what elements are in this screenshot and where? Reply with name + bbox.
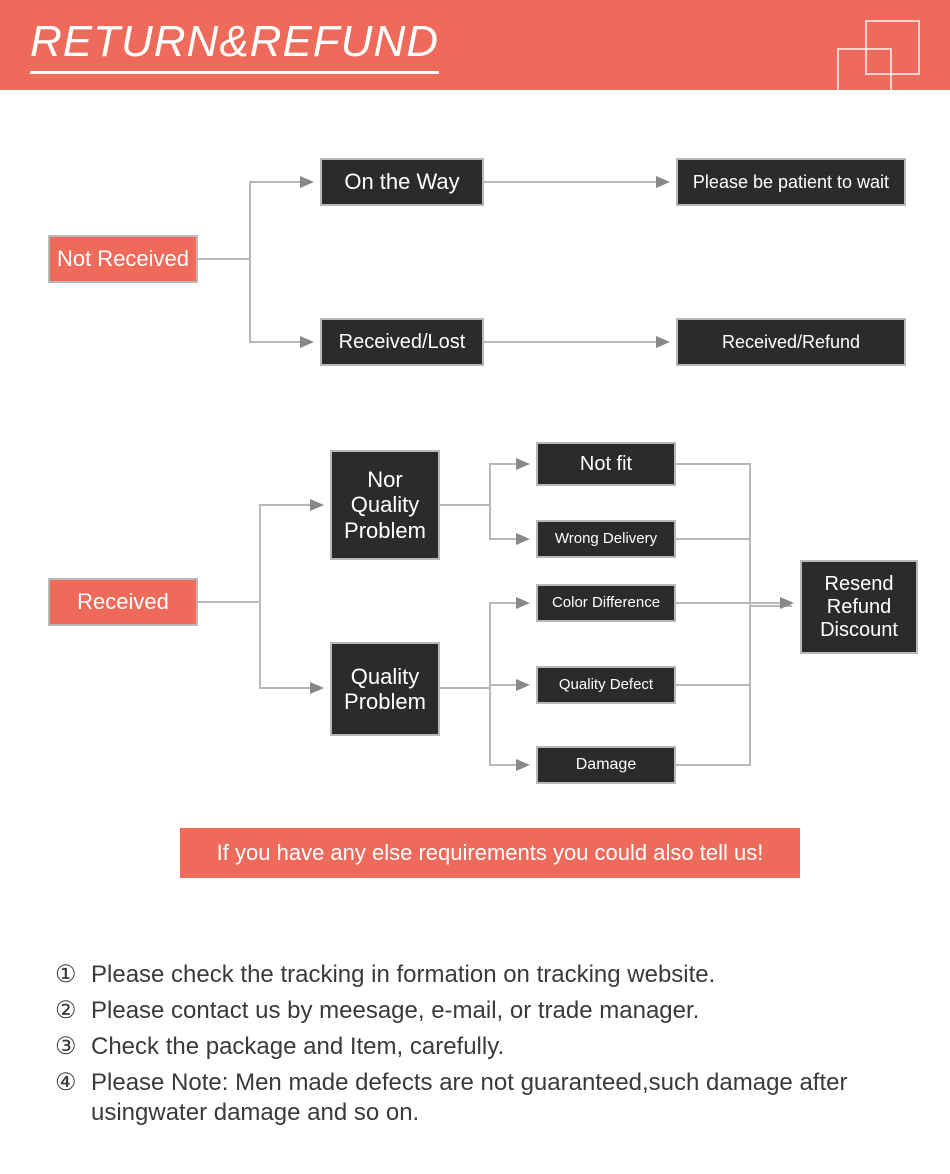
note-text: Please contact us by meesage, e-mail, or… xyxy=(91,996,905,1026)
flowchart-node-not_received: Not Received xyxy=(48,235,198,283)
flowchart-node-not_fit: Not fit xyxy=(536,442,676,486)
requirements-banner: If you have any else requirements you co… xyxy=(180,828,800,878)
flowchart-node-qual_defect: Quality Defect xyxy=(536,666,676,704)
flowchart-node-resend: Resend Refund Discount xyxy=(800,560,918,654)
flowchart-node-damage: Damage xyxy=(536,746,676,784)
note-item: ③Check the package and Item, carefully. xyxy=(55,1032,905,1062)
note-text: Please Note: Men made defects are not gu… xyxy=(91,1068,905,1128)
flowchart-node-received: Received xyxy=(48,578,198,626)
page-title: RETURN&REFUND xyxy=(30,17,439,74)
header-decoration xyxy=(830,20,920,110)
flowchart-node-nor_quality: Nor Quality Problem xyxy=(330,450,440,560)
flowchart-canvas: Not Received On the Way Received/Lost Pleas… xyxy=(0,90,950,910)
note-text: Please check the tracking in formation o… xyxy=(91,960,905,990)
note-item: ①Please check the tracking in formation … xyxy=(55,960,905,990)
header: RETURN&REFUND xyxy=(0,0,950,90)
flowchart-node-on_the_way: On the Way xyxy=(320,158,484,206)
note-number: ④ xyxy=(55,1068,91,1098)
flowchart-node-wrong_del: Wrong Delivery xyxy=(536,520,676,558)
note-item: ④Please Note: Men made defects are not g… xyxy=(55,1068,905,1128)
note-number: ③ xyxy=(55,1032,91,1062)
note-number: ① xyxy=(55,960,91,990)
notes-list: ①Please check the tracking in formation … xyxy=(55,960,905,1134)
flowchart-edges xyxy=(0,90,950,910)
note-text: Check the package and Item, carefully. xyxy=(91,1032,905,1062)
note-item: ②Please contact us by meesage, e-mail, o… xyxy=(55,996,905,1026)
flowchart-node-recv_refund: Received/Refund xyxy=(676,318,906,366)
flowchart-node-quality: Quality Problem xyxy=(330,642,440,736)
flowchart-node-recv_lost: Received/Lost xyxy=(320,318,484,366)
note-number: ② xyxy=(55,996,91,1026)
flowchart-node-color_diff: Color Difference xyxy=(536,584,676,622)
banner-text: If you have any else requirements you co… xyxy=(217,840,764,866)
flowchart-node-patient: Please be patient to wait xyxy=(676,158,906,206)
